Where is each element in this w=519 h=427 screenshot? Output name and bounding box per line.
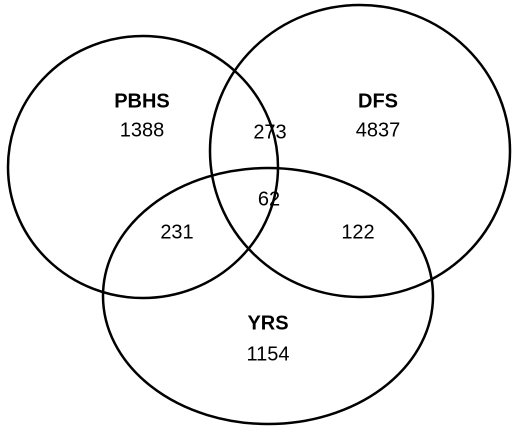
- intersection-count: 122: [341, 221, 374, 243]
- yrs-circle: [101, 166, 435, 426]
- intersection-count: 62: [258, 188, 280, 210]
- set-label: YRS: [247, 312, 288, 334]
- set-label: DFS: [358, 90, 398, 112]
- pbhs-circle: [6, 34, 280, 300]
- set-count: 1388: [120, 119, 165, 141]
- set-label: PBHS: [114, 90, 170, 112]
- set-count: 1154: [246, 343, 289, 365]
- intersection-count: 231: [160, 221, 193, 243]
- intersection-count: 273: [253, 121, 286, 143]
- set-count: 4837: [356, 119, 401, 141]
- dfs-circle: [208, 3, 512, 299]
